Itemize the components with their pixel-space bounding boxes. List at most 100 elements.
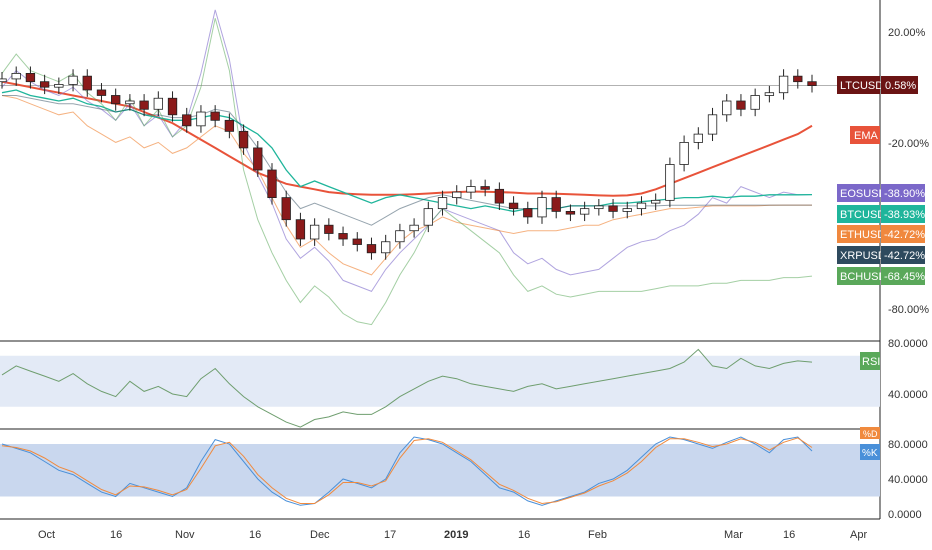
candle-ltcusd: [309, 218, 320, 246]
x-tick-apr: Apr: [850, 529, 867, 541]
rsi-layer: [1, 348, 813, 428]
candle-ltcusd: [508, 196, 519, 216]
candle-ltcusd: [39, 74, 50, 95]
y-tick-rsi-2: 40.0000: [888, 389, 928, 401]
candle-ltcusd: [693, 127, 703, 150]
candle-ltcusd: [807, 74, 817, 93]
y-tick-main-1: 20.00%: [888, 27, 926, 39]
candle-ltcusd: [381, 234, 391, 260]
x-tick-2019: 2019: [444, 529, 468, 541]
candle-ltcusd: [281, 190, 291, 227]
candle-ltcusd: [651, 193, 661, 211]
candle-ltcusd: [466, 179, 476, 199]
candle-ltcusd: [565, 204, 576, 222]
candle-ltcusd: [778, 69, 789, 100]
tag-rsi-label: RSI: [862, 356, 880, 368]
candle-ltcusd: [111, 88, 121, 111]
stoch-d-line: [1, 437, 813, 505]
series-line-ema: [1, 80, 813, 197]
candle-ltcusd: [622, 201, 632, 219]
tag-ethusd-value: -42.72%: [884, 229, 925, 241]
tag-eosusd-value: -38.90%: [884, 188, 925, 200]
candle-ltcusd: [366, 237, 377, 260]
candle-ltcusd: [153, 91, 163, 117]
series-line-bchusd: [1, 18, 813, 326]
candle-ltcusd: [750, 88, 760, 117]
tag-rsi: RSI: [860, 352, 880, 370]
candle-ltcusd: [96, 83, 107, 103]
tag-bchusd-value: -68.45%: [884, 271, 925, 283]
candle-ltcusd: [608, 198, 618, 219]
candle-ltcusd: [267, 163, 277, 205]
tag-eosusd-label: EOSUSD: [840, 188, 887, 200]
tag-stoch-d-label: %D: [863, 429, 878, 439]
y-tick-stoch-2: 40.0000: [888, 474, 928, 486]
tag-ltcusd-value: 0.58%: [885, 80, 916, 92]
tag-stoch-k: %K: [860, 444, 880, 460]
candle-ltcusd: [0, 72, 7, 89]
series-line-eosusd: [1, 9, 813, 293]
candle-ltcusd: [423, 201, 433, 233]
y-tick-stoch-1: 80.0000: [888, 439, 928, 451]
x-tick-mar-16: 16: [783, 529, 795, 541]
candle-ltcusd: [764, 85, 775, 103]
candle-ltcusd: [452, 185, 462, 205]
tag-btcusd-label: BTCUSD: [840, 209, 885, 221]
stochastic-band: [0, 444, 880, 497]
candle-ltcusd: [437, 190, 448, 216]
candle-ltcusd: [409, 218, 419, 238]
candle-ltcusd: [523, 201, 533, 224]
y-tick-main-3: -80.00%: [888, 304, 929, 316]
candle-ltcusd: [11, 66, 21, 86]
candle-ltcusd: [125, 94, 135, 111]
candle-ltcusd: [182, 107, 192, 133]
x-tick-nov: Nov: [175, 529, 195, 541]
tag-stoch-k-label: %K: [862, 448, 878, 459]
y-tick-rsi-1: 80.0000: [888, 338, 928, 350]
candle-ltcusd: [295, 212, 306, 246]
candle-ltcusd: [736, 94, 746, 117]
tag-bchusd-label: BCHUSD: [840, 271, 887, 283]
tag-ethusd-label: ETHUSD: [840, 229, 885, 241]
x-tick-feb: Feb: [588, 529, 607, 541]
candle-ltcusd: [579, 201, 590, 222]
candle-ltcusd: [224, 113, 235, 139]
candle-ltcusd: [537, 190, 547, 224]
candle-ltcusd: [68, 69, 78, 92]
x-tick-jan-16: 16: [518, 529, 530, 541]
candle-ltcusd: [324, 218, 334, 241]
candle-ltcusd: [679, 135, 689, 172]
candle-ltcusd: [707, 107, 718, 142]
tag-xrpusd-label: XRPUSD: [840, 250, 886, 262]
tag-ltcusd: LTCUSD 0.58%: [837, 76, 918, 94]
tag-ethusd: ETHUSD -42.72%: [837, 225, 925, 243]
candle-ltcusd: [25, 66, 36, 89]
candle-ltcusd: [636, 196, 647, 216]
candle-ltcusd: [722, 94, 732, 122]
candle-ltcusd: [395, 223, 405, 249]
tag-bchusd: BCHUSD -68.45%: [837, 267, 925, 285]
x-tick-oct-16: 16: [110, 529, 122, 541]
x-tick-dec: Dec: [310, 529, 330, 541]
tag-btcusd: BTCUSD -38.93%: [837, 205, 925, 223]
candles-layer: [0, 66, 817, 260]
tag-ema: EMA: [850, 126, 880, 144]
rsi-line: [1, 348, 813, 428]
candle-ltcusd: [551, 190, 561, 219]
main-series-layer: [1, 9, 813, 326]
candle-ltcusd: [54, 77, 64, 95]
candle-ltcusd: [480, 179, 490, 197]
tag-eosusd: EOSUSD -38.90%: [837, 184, 925, 202]
x-tick-mar: Mar: [724, 529, 743, 541]
candle-ltcusd: [338, 226, 348, 246]
candle-ltcusd: [210, 105, 220, 128]
candle-ltcusd: [793, 69, 803, 89]
x-tick-dec-17: 17: [384, 529, 396, 541]
x-tick-nov-16: 16: [249, 529, 261, 541]
candle-ltcusd: [352, 232, 362, 252]
tag-stoch-d: %D: [860, 427, 880, 439]
tag-ema-label: EMA: [854, 130, 879, 142]
y-tick-main-2: -20.00%: [888, 138, 929, 150]
